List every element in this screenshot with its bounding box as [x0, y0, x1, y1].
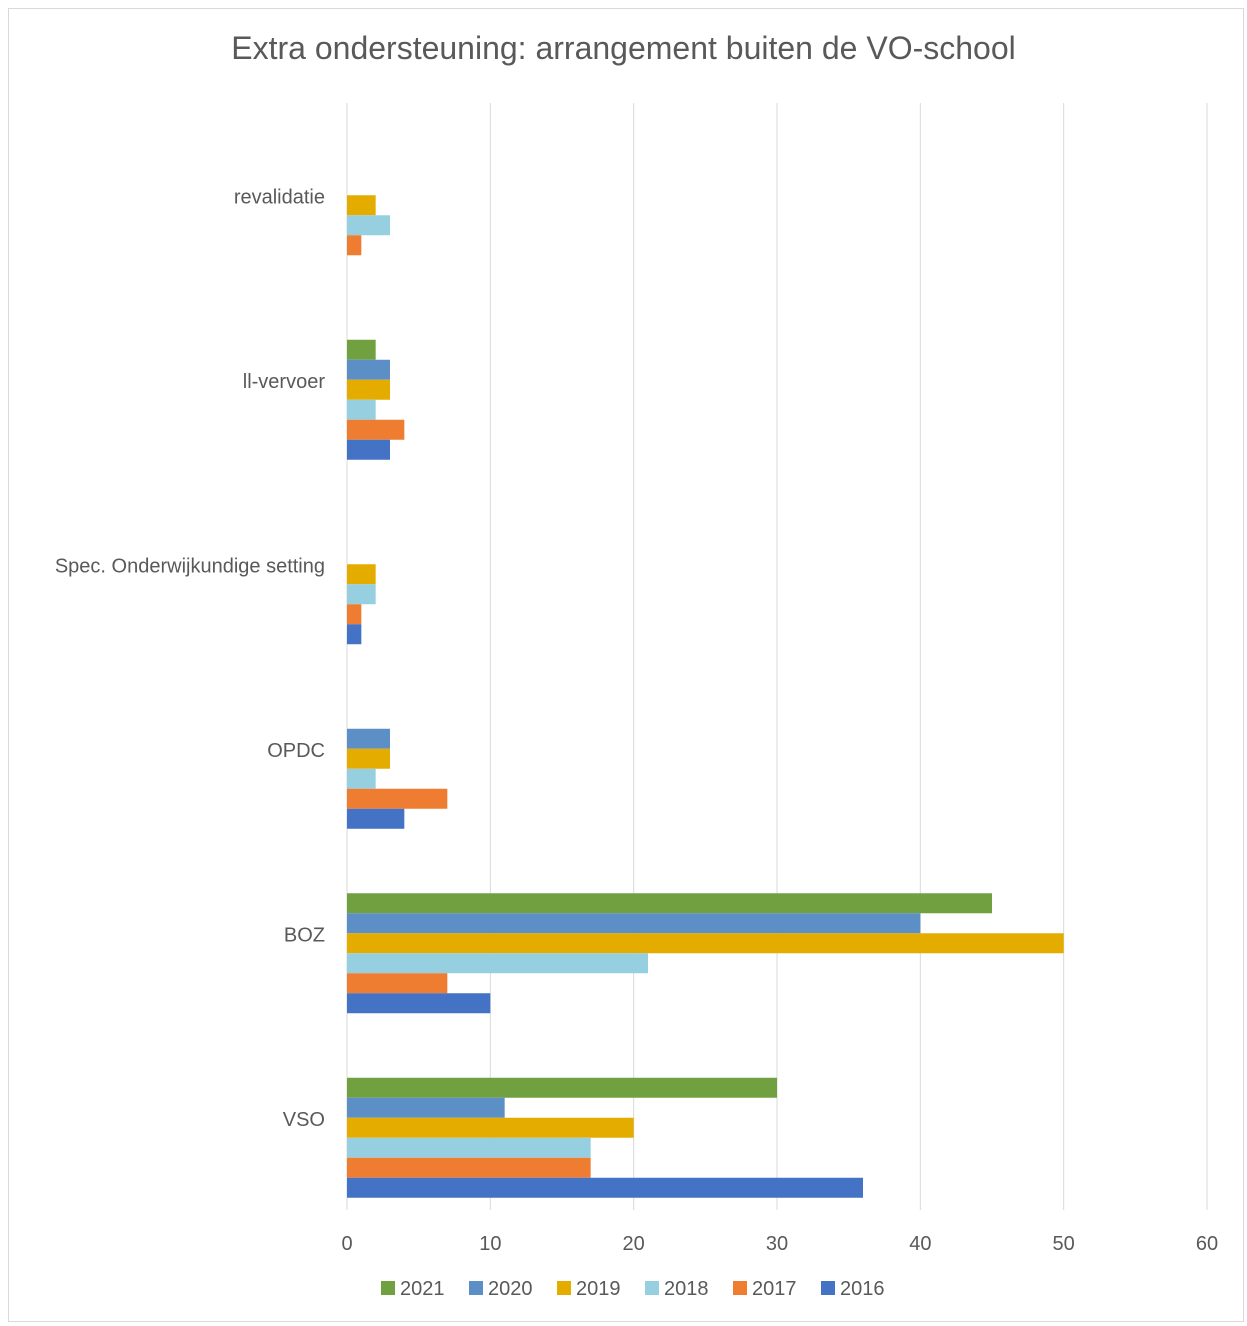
bar-2019-0	[347, 195, 376, 216]
legend-swatch-2020	[469, 1281, 483, 1295]
legend-swatch-2019	[557, 1281, 571, 1295]
bar-2019-2	[347, 564, 376, 585]
x-tick-label: 10	[479, 1233, 501, 1255]
x-tick-labels: 0 10 20 30 40 50 60	[341, 1233, 1218, 1255]
x-tick-label: 60	[1196, 1233, 1218, 1255]
bar-2018-4	[347, 953, 648, 974]
category-label: OPDC	[267, 740, 325, 762]
legend-label: 2021	[400, 1278, 445, 1300]
bar-2017-2	[347, 604, 362, 625]
legend: 2021 2020 2019 2018 2017 2016	[381, 1278, 885, 1300]
category-label: Spec. Onderwijkundige setting	[55, 555, 325, 577]
bar-2017-4	[347, 973, 448, 994]
bar-2016-5	[347, 1177, 863, 1198]
bar-2021-4	[347, 893, 992, 914]
x-tick-label: 40	[909, 1233, 931, 1255]
bar-2018-5	[347, 1137, 591, 1158]
chart-frame	[8, 8, 1244, 1322]
bar-2020-3	[347, 728, 390, 749]
bar-2020-5	[347, 1097, 505, 1118]
category-labels: revalidatie ll-vervoer Spec. Onderwijkundi…	[55, 186, 325, 1131]
category-label: ll-vervoer	[243, 371, 326, 393]
x-tick-label: 0	[341, 1233, 352, 1255]
bar-2019-1	[347, 379, 390, 400]
legend-swatch-2017	[733, 1281, 747, 1295]
x-tick-label: 30	[766, 1233, 788, 1255]
bar-2016-3	[347, 808, 405, 829]
bar-2019-3	[347, 748, 390, 769]
x-tick-label: 20	[623, 1233, 645, 1255]
category-label: revalidatie	[234, 186, 325, 208]
legend-label: 2017	[752, 1278, 797, 1300]
bar-2020-1	[347, 359, 390, 380]
bar-2021-5	[347, 1077, 777, 1098]
bar-2017-1	[347, 419, 405, 440]
category-label: VSO	[283, 1109, 325, 1131]
bar-2016-4	[347, 993, 491, 1014]
legend-swatch-2021	[381, 1281, 395, 1295]
bar-2017-3	[347, 788, 448, 809]
bars	[347, 195, 1064, 1198]
legend-swatch-2018	[645, 1281, 659, 1295]
legend-label: 2016	[840, 1278, 885, 1300]
bar-2020-4	[347, 913, 921, 934]
legend-label: 2019	[576, 1278, 621, 1300]
bar-2016-1	[347, 439, 390, 460]
legend-swatch-2016	[821, 1281, 835, 1295]
bar-2018-0	[347, 215, 390, 236]
legend-label: 2020	[488, 1278, 533, 1300]
bar-2019-4	[347, 933, 1064, 954]
bar-2021-1	[347, 339, 376, 360]
bar-2019-5	[347, 1117, 634, 1138]
category-label: BOZ	[284, 924, 325, 946]
bar-2017-5	[347, 1157, 591, 1178]
x-tick-label: 50	[1053, 1233, 1075, 1255]
bar-2016-2	[347, 624, 362, 645]
bar-2017-0	[347, 235, 362, 256]
bar-2018-2	[347, 584, 376, 605]
bar-2018-1	[347, 399, 376, 420]
chart-title: Extra ondersteuning: arrangement buiten …	[231, 30, 1016, 66]
grid-lines	[346, 103, 1208, 1210]
legend-label: 2018	[664, 1278, 709, 1300]
bar-2018-3	[347, 768, 376, 789]
